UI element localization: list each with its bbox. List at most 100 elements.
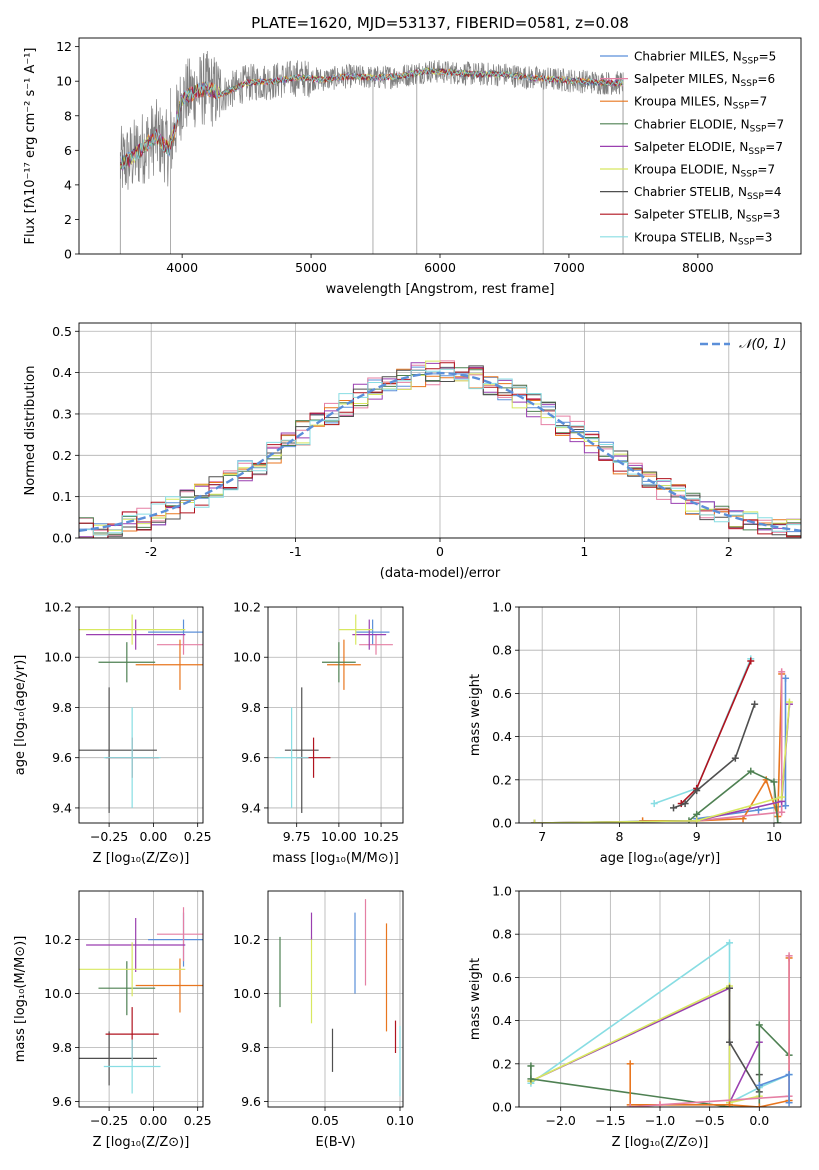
legend-label-main: Salpeter MILES, N bbox=[634, 72, 741, 86]
y-tick-label: 0.8 bbox=[492, 927, 512, 942]
legend-label: 𝒩(0, 1) bbox=[739, 337, 786, 352]
y-tick-label: 1.0 bbox=[492, 884, 512, 899]
y-tick-label: 9.6 bbox=[241, 1094, 261, 1109]
y-tick-label: 8 bbox=[64, 108, 72, 123]
x-tick-label: 0.00 bbox=[139, 1113, 167, 1128]
y-tick-label: 10.2 bbox=[233, 932, 261, 947]
plot-area bbox=[79, 607, 203, 823]
y-tick-label: 9.4 bbox=[241, 800, 261, 815]
y-tick-label: 0.4 bbox=[492, 729, 512, 744]
y-tick-label: 9.6 bbox=[241, 750, 261, 765]
legend-label-sub: SSP bbox=[750, 124, 767, 134]
x-tick-label: 6000 bbox=[424, 260, 456, 275]
x-tick-label: 9.75 bbox=[283, 829, 311, 844]
y-tick-label: 0.0 bbox=[52, 531, 72, 546]
x-tick-label: 1 bbox=[580, 544, 588, 559]
y-tick-label: 10.0 bbox=[44, 650, 72, 665]
y-tick-label: 9.8 bbox=[241, 700, 261, 715]
model-spectrum bbox=[120, 67, 624, 170]
y-tick-label: 10.2 bbox=[44, 932, 72, 947]
y-tick-label: 10.2 bbox=[233, 600, 261, 615]
legend-label-suffix: =6 bbox=[757, 72, 775, 86]
legend-label: Salpeter ELODIE, NSSP=7 bbox=[634, 140, 783, 157]
x-tick-label: −0.5 bbox=[694, 1113, 724, 1128]
axes-frame bbox=[518, 606, 802, 824]
axes-frame bbox=[267, 890, 404, 1108]
plot-area bbox=[268, 607, 403, 823]
y-tick-label: 0.2 bbox=[492, 772, 512, 787]
x-tick-label: −0.25 bbox=[90, 829, 128, 844]
x-tick-label: 8000 bbox=[682, 260, 714, 275]
axes-frame bbox=[267, 606, 404, 824]
legend-label-suffix: =3 bbox=[755, 230, 773, 244]
mass-weight-series bbox=[642, 673, 783, 822]
x-tick-label: 0 bbox=[436, 544, 444, 559]
y-axis-label: mass [log₁₀(M/M⊙)] bbox=[13, 936, 28, 1063]
x-tick-label: -2 bbox=[145, 544, 157, 559]
x-axis-label: Z [log₁₀(Z/Z⊙)] bbox=[93, 1135, 190, 1150]
plot-area bbox=[119, 50, 624, 254]
model-spectrum bbox=[119, 67, 624, 170]
axes-age-vs-mass: 9.75 10.00 10.25 9.4 9.6 9.8 10.0 10.2 mass [log… bbox=[233, 600, 404, 866]
x-tick-label: −1.0 bbox=[645, 1113, 675, 1128]
model-spectrum bbox=[119, 67, 624, 170]
legend-label-sub: SSP bbox=[738, 237, 755, 247]
y-axis-label: Flux [fλ10⁻¹⁷ erg cm⁻² s⁻¹ A⁻¹] bbox=[23, 48, 38, 245]
x-tick-label: 9 bbox=[693, 829, 701, 844]
y-tick-label: 9.6 bbox=[52, 1094, 72, 1109]
model-spectrum bbox=[119, 67, 624, 170]
mass-weight-series bbox=[530, 986, 761, 1104]
y-tick-label: 0.0 bbox=[492, 816, 512, 831]
legend-label-main: Kroupa STELIB, N bbox=[634, 230, 738, 244]
legend-label: Chabrier MILES, NSSP=5 bbox=[634, 50, 776, 67]
y-tick-label: 9.8 bbox=[241, 1040, 261, 1055]
legend-label-suffix: =3 bbox=[763, 208, 781, 222]
axes-frame bbox=[78, 322, 802, 539]
y-tick-label: 6 bbox=[64, 143, 72, 158]
model-spectrum bbox=[120, 68, 624, 169]
plot-area bbox=[79, 891, 203, 1107]
y-tick-label: 10.0 bbox=[233, 986, 261, 1001]
x-tick-label: 4000 bbox=[166, 260, 198, 275]
x-axis-label: Z [log₁₀(Z/Z⊙)] bbox=[93, 851, 190, 866]
y-tick-label: 9.4 bbox=[52, 800, 72, 815]
x-tick-label: −0.25 bbox=[90, 1113, 128, 1128]
x-axis-label: mass [log₁₀(M/M⊙)] bbox=[272, 851, 399, 866]
plot-area bbox=[79, 323, 801, 538]
mass-weight-series bbox=[530, 984, 760, 1104]
y-tick-label: 2 bbox=[64, 212, 72, 227]
y-tick-label: 0.6 bbox=[492, 970, 512, 985]
legend-label-suffix: =7 bbox=[750, 95, 768, 109]
legend-label-suffix: =4 bbox=[764, 185, 782, 199]
legend-label: Salpeter STELIB, NSSP=3 bbox=[634, 208, 780, 225]
legend-label-main: Chabrier STELIB, N bbox=[634, 185, 747, 199]
mass-weight-series bbox=[728, 988, 761, 1095]
y-axis-label: mass weight bbox=[468, 674, 483, 756]
x-axis-label: Z [log₁₀(Z/Z⊙)] bbox=[612, 1135, 709, 1150]
y-axis-label: Normed distribution bbox=[23, 366, 38, 496]
legend-label-main: Kroupa ELODIE, N bbox=[634, 163, 741, 177]
y-tick-label: 0.4 bbox=[492, 1013, 512, 1028]
x-tick-label: 2 bbox=[725, 544, 733, 559]
x-tick-label: 7000 bbox=[553, 260, 585, 275]
x-tick-label: 0.05 bbox=[311, 1113, 339, 1128]
model-spectrum bbox=[120, 67, 624, 170]
histogram-step bbox=[79, 365, 801, 538]
legend-label-sub: SSP bbox=[742, 57, 759, 67]
legend-label-sub: SSP bbox=[741, 79, 758, 89]
axes-frame bbox=[518, 890, 802, 1108]
axes-weight-vs-Z: −2.0 −1.5 −1.0 −0.5 0.0 0.0 0.2 0.4 0.6 0.8 1.0 Z [… bbox=[468, 884, 802, 1150]
y-tick-label: 0.3 bbox=[52, 406, 72, 421]
y-tick-label: 0.0 bbox=[492, 1100, 512, 1115]
figure-title: PLATE=1620, MJD=53137, FIBERID=0581, z=0… bbox=[251, 14, 629, 32]
histogram-step bbox=[79, 368, 801, 538]
x-axis-label: E(B-V) bbox=[315, 1135, 355, 1150]
y-tick-label: 0.4 bbox=[52, 365, 72, 380]
y-axis-label: age [log₁₀(age/yr)] bbox=[13, 655, 28, 776]
x-tick-label: 7 bbox=[538, 829, 546, 844]
y-tick-label: 0.2 bbox=[52, 448, 72, 463]
legend-label: Kroupa MILES, NSSP=7 bbox=[634, 95, 767, 112]
legend-label-sub: SSP bbox=[746, 215, 763, 225]
axes-frame bbox=[78, 37, 802, 255]
